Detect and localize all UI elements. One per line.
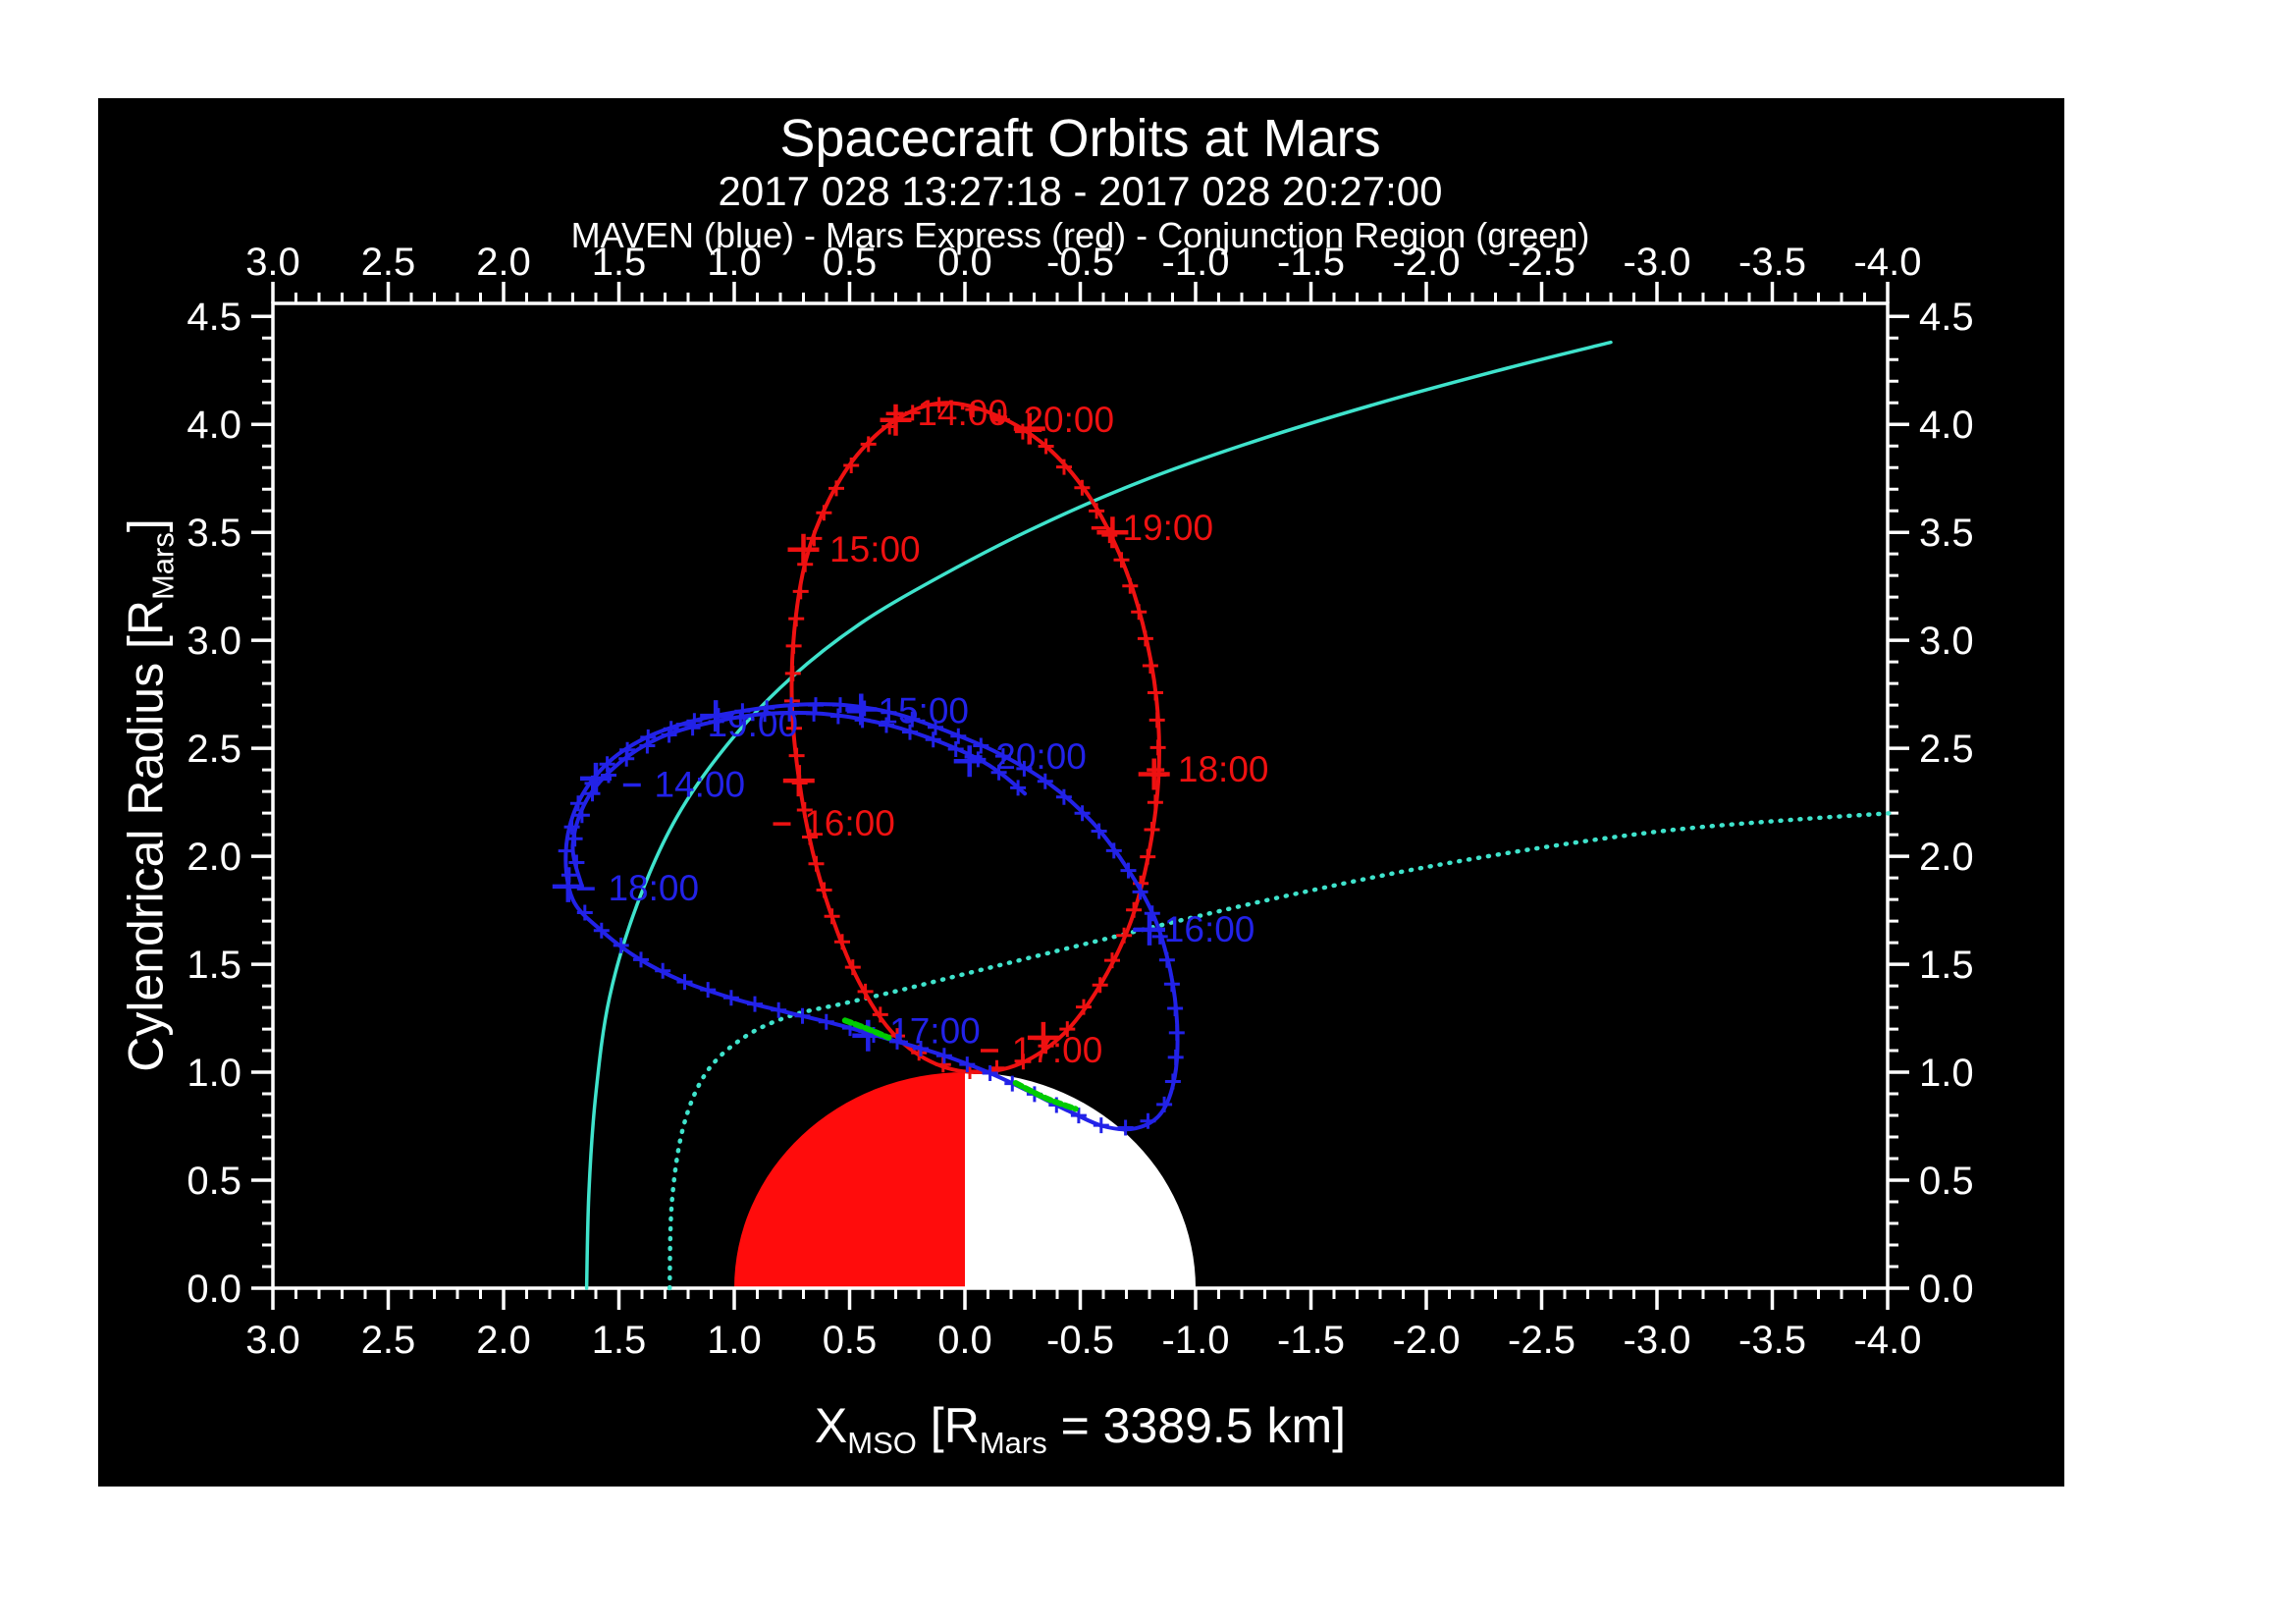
x-axis-tick-label-top: 0.0 <box>937 241 992 284</box>
maven-orbit-second-pass-minute-ticks <box>566 705 1027 871</box>
y-axis-tick-label-left: 3.0 <box>187 620 241 663</box>
mars-express-orbit-path <box>789 401 1161 1075</box>
label-text: = 3389.5 km] <box>1046 1398 1347 1453</box>
x-axis-tick-label-top: 0.5 <box>823 241 878 284</box>
mars-express-orbit-minute-ticks <box>783 397 1167 1079</box>
mars-express-orbit-time-label: 20:00 <box>1023 400 1114 440</box>
bow-shock-cyan-solid-path <box>584 340 1613 1290</box>
minor-ticks <box>262 293 1898 1299</box>
y-axis-tick-label-right: 0.5 <box>1919 1160 1974 1203</box>
y-axis-tick-label-left: 0.0 <box>187 1268 241 1311</box>
maven-orbit-time-label: 16:00 <box>1164 909 1255 949</box>
mars-express-orbit-time-label: 19:00 <box>1123 508 1214 548</box>
plot-title: Spacecraft Orbits at Mars <box>779 109 1381 168</box>
label-subscript: Mars <box>979 1425 1047 1460</box>
plot-subtitle: 2017 028 13:27:18 - 2017 028 20:27:00 <box>718 168 1443 214</box>
x-axis-tick-label-top: -0.5 <box>1046 241 1114 284</box>
y-axis-tick-label-left: 4.5 <box>187 296 241 339</box>
x-axis-tick-label-bottom: -4.0 <box>1854 1319 1922 1362</box>
x-axis-tick-label-bottom: -2.0 <box>1393 1319 1461 1362</box>
mars-express-orbit-time-label: 14:00 <box>917 393 1008 433</box>
x-axis-tick-label-bottom: 0.0 <box>937 1319 992 1362</box>
x-axis-tick-label-top: -1.0 <box>1162 241 1230 284</box>
x-axis-title: XMSO [RMars = 3389.5 km] <box>273 1396 1888 1473</box>
mars-express-orbit-time-label: 16:00 <box>804 803 895 843</box>
y-axis-tick-label-right: 1.5 <box>1919 944 1974 987</box>
label-subscript: Mars <box>145 532 181 601</box>
conjunction-region-a-path <box>841 1017 892 1041</box>
label-text: Cylendrical Radius [R <box>118 600 174 1072</box>
x-axis-tick-label-bottom: -3.0 <box>1624 1319 1691 1362</box>
x-axis-tick-label-top: 1.5 <box>592 241 647 284</box>
x-axis-tick-label-top: -3.0 <box>1624 241 1691 284</box>
y-axis-tick-label-left: 2.0 <box>187 836 241 879</box>
y-axis-tick-label-right: 4.0 <box>1919 404 1974 447</box>
maven-orbit-time-label: 20:00 <box>995 736 1087 777</box>
x-axis-tick-label-top: -1.5 <box>1277 241 1345 284</box>
x-axis-tick-label-bottom: 0.5 <box>823 1319 878 1362</box>
y-axis-tick-label-left: 1.0 <box>187 1052 241 1095</box>
boundary-cyan-dotted-path <box>667 810 1895 1291</box>
maven-orbit-time-label: 19:00 <box>708 704 799 744</box>
mars-express-orbit-time-label: 15:00 <box>829 529 921 569</box>
y-axis-tick-label-right: 1.0 <box>1919 1052 1974 1095</box>
x-axis-tick-label-bottom: 2.0 <box>476 1319 531 1362</box>
y-axis-tick-label-left: 0.5 <box>187 1160 241 1203</box>
y-axis-tick-label-right: 4.5 <box>1919 296 1974 339</box>
x-axis-tick-label-top: -4.0 <box>1854 241 1922 284</box>
x-axis-tick-label-top: 2.0 <box>476 241 531 284</box>
x-axis-tick-label-top: -2.5 <box>1508 241 1575 284</box>
y-axis-tick-label-right: 0.0 <box>1919 1268 1974 1311</box>
y-axis-tick-label-left: 4.0 <box>187 404 241 447</box>
x-axis-tick-label-bottom: -1.5 <box>1277 1319 1345 1362</box>
y-axis-tick-label-right: 2.5 <box>1919 728 1974 771</box>
mars-dayside-half <box>734 1072 965 1288</box>
x-axis-tick-label-bottom: -2.5 <box>1508 1319 1575 1362</box>
x-axis-tick-label-bottom: -1.0 <box>1162 1319 1230 1362</box>
x-axis-tick-label-top: -2.0 <box>1393 241 1461 284</box>
maven-orbit-time-label: 18:00 <box>608 868 699 908</box>
plot-legend: MAVEN (blue) - Mars Express (red) - Conj… <box>570 215 1590 255</box>
label-text: [R <box>916 1398 980 1453</box>
x-axis-tick-label-bottom: -0.5 <box>1046 1319 1114 1362</box>
x-axis-tick-label-top: 1.0 <box>707 241 762 284</box>
x-axis-tick-label-top: 3.0 <box>245 241 300 284</box>
y-axis-tick-label-right: 3.5 <box>1919 512 1974 555</box>
y-axis-tick-label-left: 3.5 <box>187 512 241 555</box>
x-axis-tick-label-bottom: -3.5 <box>1738 1319 1806 1362</box>
label-text: X <box>814 1398 848 1453</box>
mars-express-orbit-time-label: 18:00 <box>1178 749 1269 789</box>
x-axis-tick-label-bottom: 1.5 <box>592 1319 647 1362</box>
y-axis-tick-label-right: 2.0 <box>1919 836 1974 879</box>
x-axis-tick-label-top: 2.5 <box>361 241 416 284</box>
maven-orbit-time-label: 14:00 <box>654 765 745 805</box>
label-subscript: MSO <box>847 1425 917 1460</box>
x-axis-tick-label-top: -3.5 <box>1738 241 1806 284</box>
label-text: ] <box>118 518 174 533</box>
y-axis-tick-label-left: 1.5 <box>187 944 241 987</box>
x-axis-tick-label-bottom: 2.5 <box>361 1319 416 1362</box>
maven-orbit-time-label: 17:00 <box>889 1010 981 1051</box>
major-ticks <box>251 282 1909 1310</box>
y-axis-title: Cylendrical Radius [RMars] <box>118 518 182 1072</box>
x-axis-tick-label-bottom: 3.0 <box>245 1319 300 1362</box>
mars-nightside-half <box>965 1072 1196 1288</box>
y-axis-tick-label-left: 2.5 <box>187 728 241 771</box>
x-axis-tick-label-bottom: 1.0 <box>707 1319 762 1362</box>
mars-express-orbit-time-label: 17:00 <box>1012 1030 1103 1070</box>
conjunction-region-b-path <box>1012 1080 1079 1112</box>
y-axis-tick-label-right: 3.0 <box>1919 620 1974 663</box>
